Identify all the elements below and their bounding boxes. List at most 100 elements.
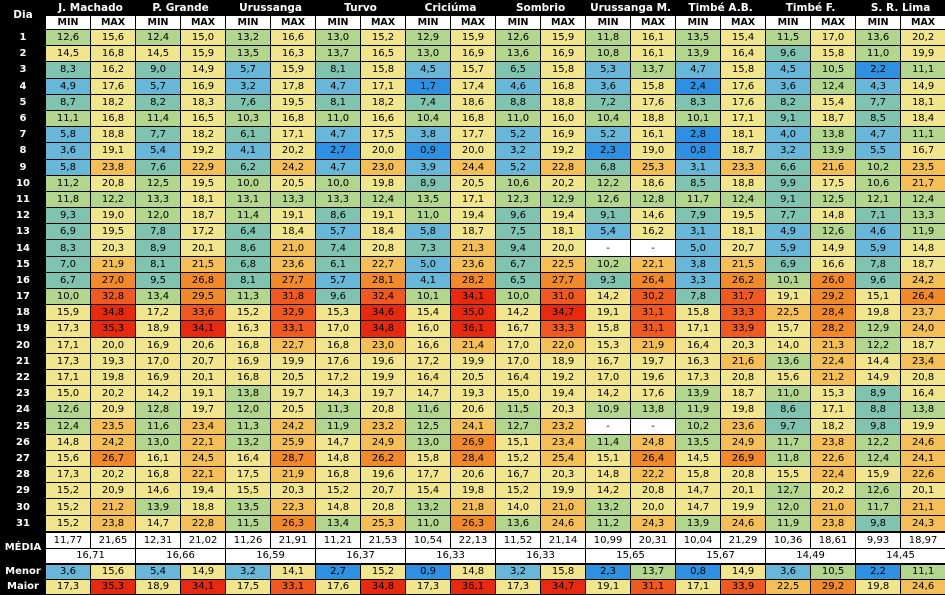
maior-value: 24,6: [901, 579, 945, 594]
min-cell: 17,3: [676, 369, 721, 385]
media-value: 11,26: [226, 532, 271, 549]
day-number: 13: [1, 224, 46, 240]
max-cell: 18,1: [721, 224, 766, 240]
max-cell: 33,3: [541, 321, 586, 337]
media-value: 21,65: [91, 532, 136, 549]
max-cell: 15,8: [721, 62, 766, 78]
min-cell: 10,4: [586, 110, 631, 126]
min-cell: 8,5: [856, 110, 901, 126]
menor-value: 3,6: [766, 564, 811, 580]
min-cell: 9,9: [766, 175, 811, 191]
min-cell: 4,7: [316, 127, 361, 143]
min-cell: 5,5: [856, 143, 901, 159]
day-number: 6: [1, 110, 46, 126]
max-cell: 18,7: [721, 386, 766, 402]
max-cell: 15,9: [181, 46, 226, 62]
min-cell: 3,1: [676, 159, 721, 175]
max-cell: 17,1: [451, 191, 496, 207]
maior-value: 19,8: [856, 579, 901, 594]
max-cell: 20,8: [361, 402, 406, 418]
day-number: 20: [1, 337, 46, 353]
max-cell: 17,6: [721, 94, 766, 110]
max-cell: 16,0: [541, 110, 586, 126]
min-cell: 5,7: [136, 78, 181, 94]
max-cell: 19,5: [271, 94, 316, 110]
max-cell: 19,9: [271, 353, 316, 369]
max-cell: 18,7: [901, 256, 945, 272]
max-cell: 16,5: [361, 46, 406, 62]
min-cell: 13,6: [496, 46, 541, 62]
menor-value: 11,1: [901, 564, 945, 580]
max-cell: 19,0: [631, 143, 676, 159]
min-cell: 15,7: [766, 321, 811, 337]
max-cell: 34,1: [451, 289, 496, 305]
day-number: 26: [1, 434, 46, 450]
min-cell: 7,6: [136, 159, 181, 175]
station-header: Timbé A.B.: [676, 1, 766, 16]
min-cell: 14,2: [136, 386, 181, 402]
min-cell: 11,4: [586, 434, 631, 450]
max-cell: 23,0: [361, 159, 406, 175]
min-cell: 10,0: [496, 289, 541, 305]
max-cell: 19,9: [361, 369, 406, 385]
max-cell: 23,3: [721, 159, 766, 175]
min-cell: 16,4: [676, 337, 721, 353]
day-number: 3: [1, 62, 46, 78]
max-cell: 34,7: [541, 305, 586, 321]
media-value: 21,14: [541, 532, 586, 549]
min-cell: 16,8: [316, 467, 361, 483]
max-cell: 23,8: [811, 515, 856, 532]
min-cell: 6,7: [46, 272, 91, 288]
max-cell: 21,3: [811, 337, 856, 353]
media-value: 18,61: [811, 532, 856, 549]
min-cell: 11,8: [586, 30, 631, 46]
max-cell: 20,0: [631, 499, 676, 515]
min-cell: 12,6: [856, 483, 901, 499]
maior-value: 22,5: [766, 579, 811, 594]
day-number: 10: [1, 175, 46, 191]
max-cell: 23,8: [91, 515, 136, 532]
min-cell: 15,2: [46, 515, 91, 532]
max-cell: 19,6: [361, 353, 406, 369]
max-cell: 35,3: [91, 321, 136, 337]
max-cell: 17,8: [271, 78, 316, 94]
max-cell: 16,9: [181, 78, 226, 94]
max-cell: 34,6: [361, 305, 406, 321]
max-cell: 25,3: [631, 159, 676, 175]
max-cell: 21,5: [181, 256, 226, 272]
min-cell: 12,2: [856, 337, 901, 353]
min-cell: 7,7: [136, 127, 181, 143]
min-cell: 4,7: [316, 159, 361, 175]
max-cell: 21,9: [91, 256, 136, 272]
min-cell: 3,9: [406, 159, 451, 175]
max-cell: 15,7: [451, 62, 496, 78]
maior-value: 33,9: [721, 579, 766, 594]
max-cell: 33,3: [721, 305, 766, 321]
max-cell: 16,5: [181, 110, 226, 126]
min-cell: 14,2: [496, 305, 541, 321]
max-cell: 16,3: [271, 46, 316, 62]
min-cell: 10,2: [586, 256, 631, 272]
min-header: MIN: [586, 16, 631, 30]
max-cell: 21,3: [451, 240, 496, 256]
max-cell: 17,1: [361, 78, 406, 94]
station-header: Timbé F.: [766, 1, 856, 16]
max-cell: 21,2: [811, 369, 856, 385]
min-cell: 6,1: [316, 256, 361, 272]
max-cell: 28,7: [271, 450, 316, 466]
min-cell: 15,8: [586, 321, 631, 337]
max-cell: 23,8: [811, 434, 856, 450]
max-cell: 16,8: [271, 110, 316, 126]
max-cell: 31,1: [631, 305, 676, 321]
min-cell: 15,3: [586, 337, 631, 353]
max-cell: 28,1: [361, 272, 406, 288]
max-cell: 14,9: [181, 62, 226, 78]
day-header: Dia: [1, 1, 46, 30]
min-cell: 10,0: [226, 175, 271, 191]
